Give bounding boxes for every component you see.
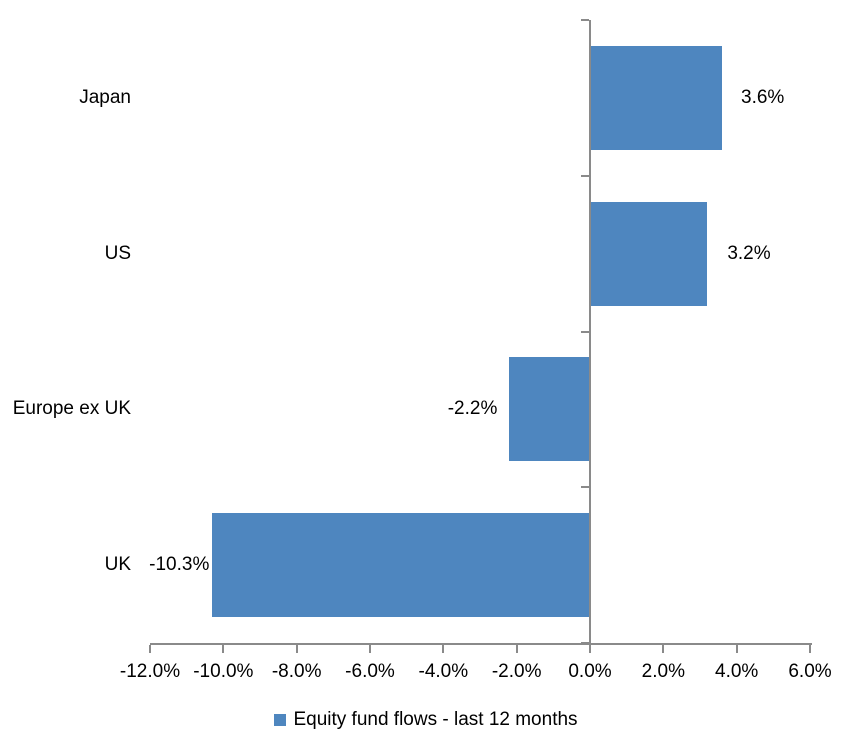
y-axis-line	[589, 20, 591, 653]
bar-uk	[212, 513, 590, 618]
value-label-us: 3.2%	[727, 242, 771, 264]
x-axis-tick-label: 6.0%	[788, 661, 832, 682]
y-axis-tick	[581, 174, 589, 177]
x-axis-tick	[442, 645, 445, 653]
x-axis-tick-label: -12.0%	[119, 661, 181, 682]
bar-europe-ex-uk	[509, 357, 590, 462]
y-axis-tick	[581, 642, 589, 644]
x-axis-tick-label: -8.0%	[271, 661, 322, 682]
x-axis-tick-label: -6.0%	[345, 661, 395, 682]
x-axis-tick	[369, 645, 371, 653]
x-axis-tick	[295, 645, 298, 653]
x-axis-tick-label: -4.0%	[418, 661, 469, 682]
category-label-japan: Japan	[79, 86, 131, 108]
x-axis-tick	[515, 645, 518, 653]
x-axis-tick	[809, 645, 811, 653]
x-axis-tick-label: -2.0%	[491, 661, 542, 682]
y-axis-tick	[581, 19, 589, 21]
legend-marker-icon	[274, 714, 287, 726]
x-axis-tick	[149, 645, 151, 653]
legend: Equity fund flows - last 12 months	[0, 709, 852, 731]
y-axis-tick	[581, 330, 589, 333]
x-axis-tick-label: 4.0%	[715, 661, 759, 682]
x-axis-tick-label: 0.0%	[568, 661, 612, 682]
value-label-europe-ex-uk: -2.2%	[447, 398, 498, 420]
value-label-uk: -10.3%	[149, 554, 210, 576]
category-label-us: US	[104, 242, 131, 264]
x-axis-tick	[735, 645, 738, 653]
category-label-uk: UK	[104, 554, 131, 576]
x-axis-line	[150, 643, 812, 645]
x-axis-tick-label: 2.0%	[641, 661, 685, 682]
value-label-japan: 3.6%	[741, 86, 785, 108]
y-axis-tick	[581, 486, 589, 489]
legend-label: Equity fund flows - last 12 months	[293, 709, 578, 730]
x-axis-tick	[222, 645, 225, 653]
category-label-europe-ex-uk: Europe ex UK	[12, 398, 131, 420]
x-axis-tick-label: -10.0%	[193, 661, 254, 682]
bar-japan	[590, 45, 722, 150]
bar-us	[590, 201, 708, 306]
x-axis-tick	[662, 645, 665, 653]
